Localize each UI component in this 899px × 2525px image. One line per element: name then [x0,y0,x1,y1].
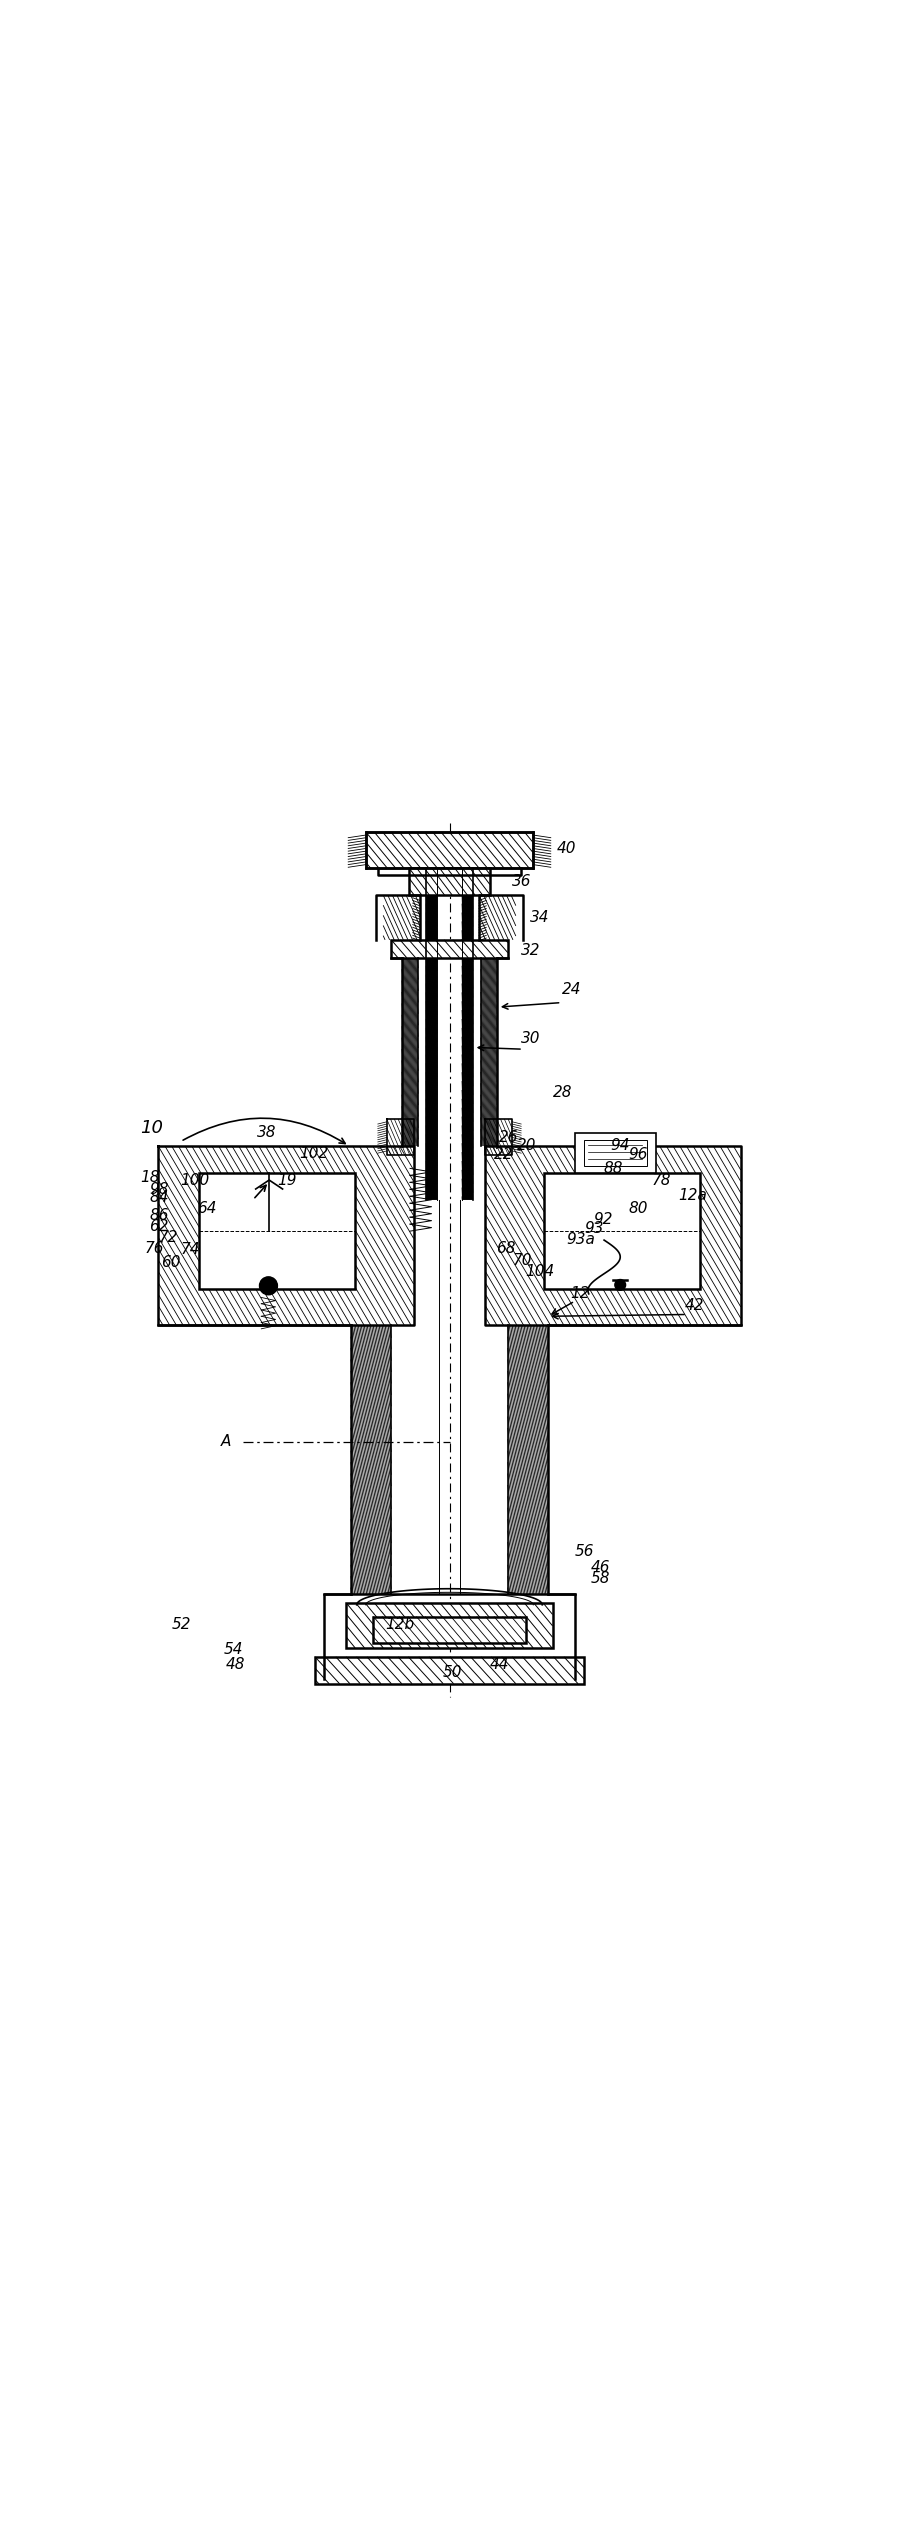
Text: 54: 54 [224,1641,243,1656]
Text: 104: 104 [526,1265,555,1280]
Text: 48: 48 [226,1656,245,1672]
Text: 68: 68 [496,1240,516,1255]
Text: 96: 96 [628,1146,648,1162]
Text: 64: 64 [197,1202,217,1217]
Text: 84: 84 [149,1189,169,1204]
Text: A: A [221,1434,231,1449]
Text: 86: 86 [149,1209,169,1225]
Bar [373,1616,526,1644]
Text: 26: 26 [499,1129,519,1144]
Bar [575,1134,655,1174]
Text: 98: 98 [149,1182,169,1197]
Text: 40: 40 [557,841,576,856]
Text: 76: 76 [145,1240,165,1255]
Text: 70: 70 [512,1252,531,1268]
Text: 72: 72 [158,1230,178,1245]
Text: 32: 32 [521,944,540,957]
Text: 52: 52 [172,1616,191,1631]
Bar [391,939,508,957]
Text: 58: 58 [592,1571,610,1586]
Text: 60: 60 [161,1255,181,1270]
Text: 100: 100 [181,1172,209,1187]
Text: 22: 22 [494,1146,514,1162]
Text: 42: 42 [684,1298,704,1313]
Text: 12b: 12b [385,1616,414,1631]
Text: 78: 78 [651,1172,671,1187]
Text: 44: 44 [490,1656,510,1672]
Text: 92: 92 [593,1212,612,1227]
Text: 10: 10 [140,1119,164,1136]
Text: 20: 20 [517,1139,536,1154]
Text: 18: 18 [140,1169,160,1184]
Text: 88: 88 [603,1162,623,1177]
Text: 94: 94 [610,1139,630,1154]
Text: 102: 102 [299,1146,328,1162]
Text: 19: 19 [278,1172,297,1187]
Text: 12a: 12a [678,1187,707,1202]
Circle shape [260,1278,278,1295]
Bar [199,1174,355,1290]
Bar [544,1174,700,1290]
Text: 50: 50 [442,1666,462,1682]
Text: 24: 24 [562,982,581,997]
Text: 34: 34 [530,909,549,924]
Text: 12: 12 [571,1285,590,1300]
Text: 93: 93 [584,1222,603,1235]
Text: 74: 74 [181,1242,200,1257]
Bar [346,1603,553,1649]
Text: 62: 62 [149,1220,169,1235]
Bar [409,869,490,894]
Bar [366,833,533,869]
Text: 56: 56 [575,1545,594,1560]
Bar [315,1656,584,1684]
Text: 28: 28 [553,1086,572,1101]
Text: 46: 46 [592,1560,610,1576]
Text: 38: 38 [257,1126,276,1141]
Bar [584,1139,646,1167]
Text: 93a: 93a [566,1232,595,1247]
Text: 30: 30 [521,1030,540,1045]
Text: 36: 36 [512,874,531,889]
Text: 80: 80 [628,1202,648,1217]
Circle shape [615,1280,626,1290]
